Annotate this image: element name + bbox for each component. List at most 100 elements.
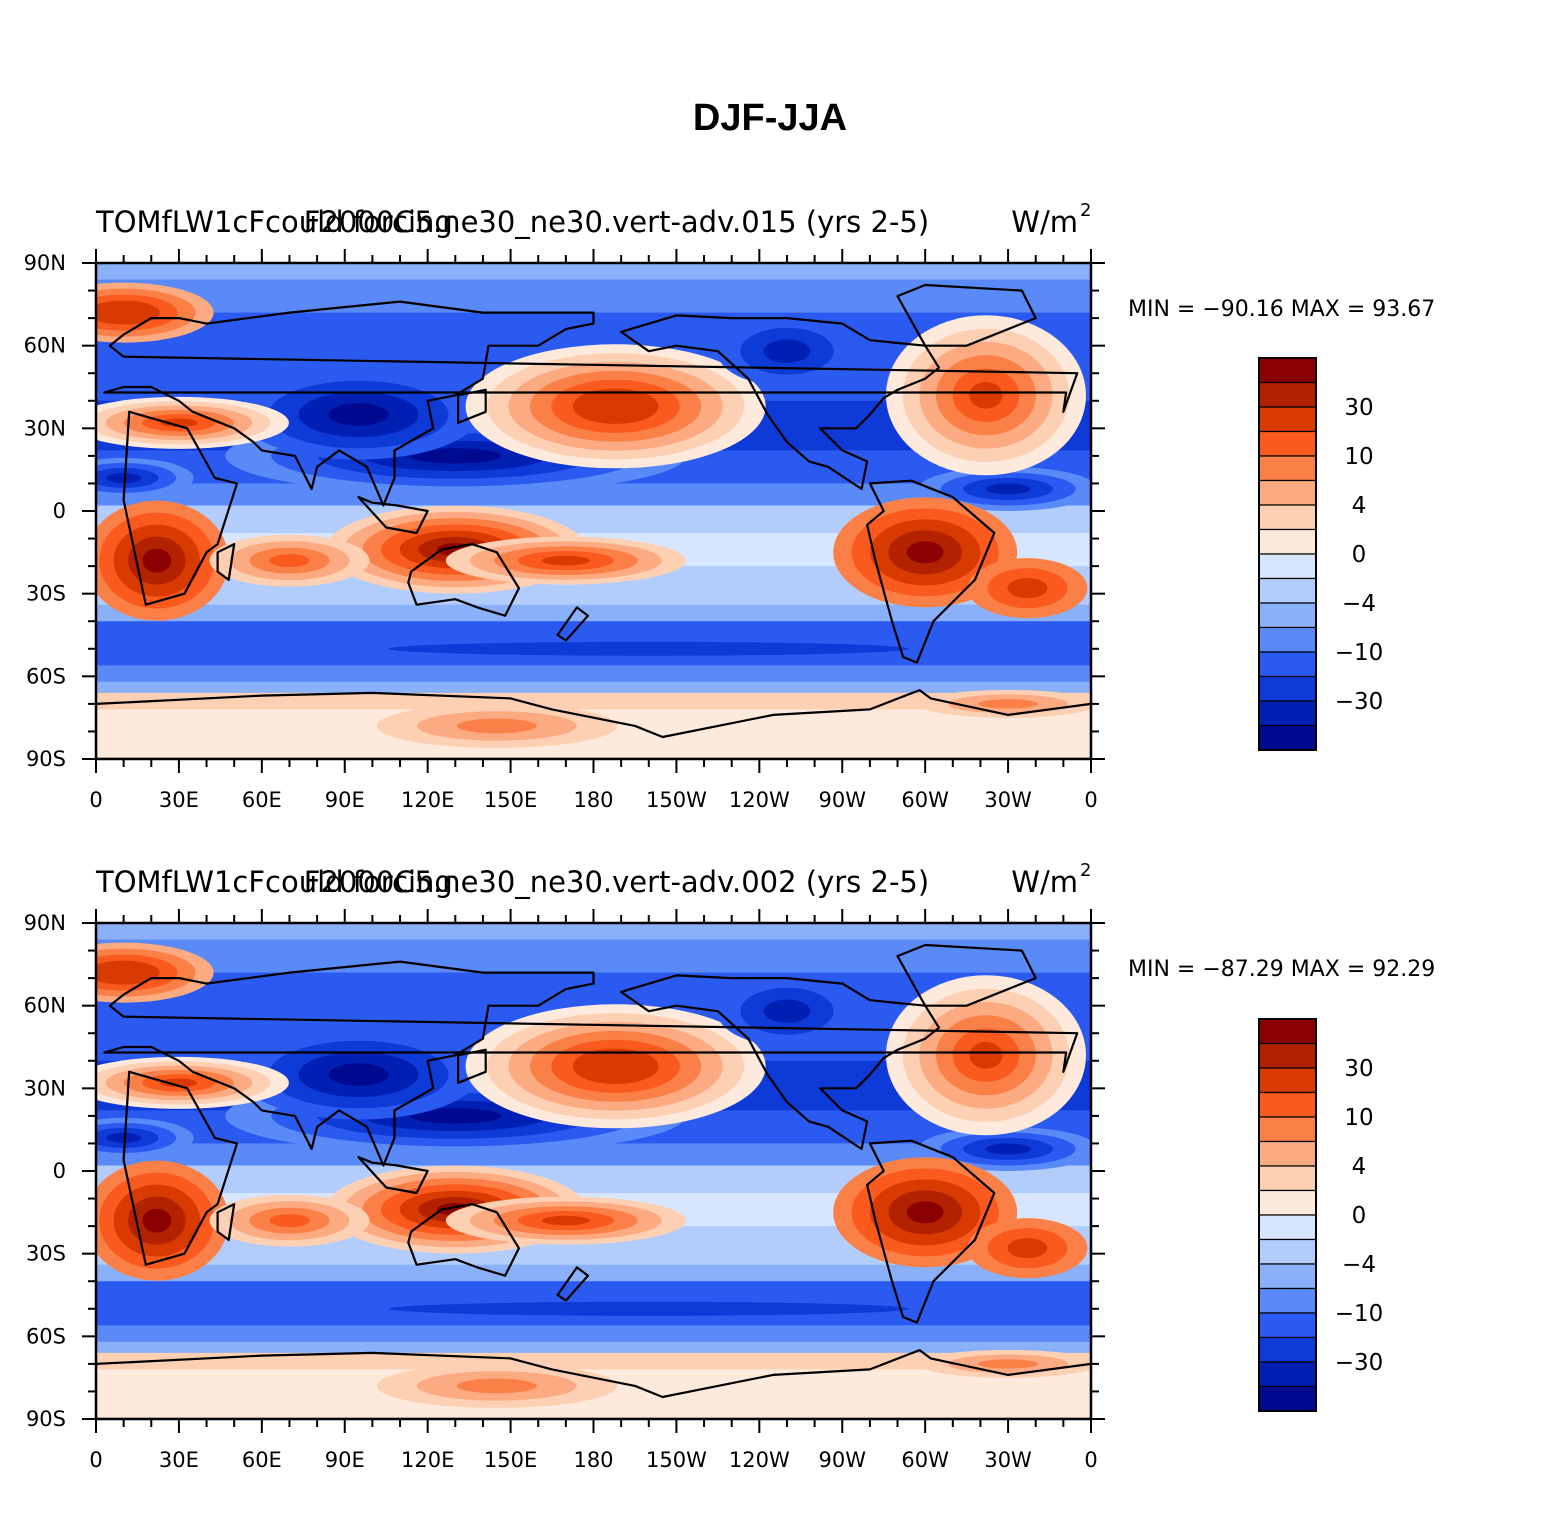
field-contours bbox=[96, 263, 1091, 759]
weddell-positive bbox=[978, 699, 1039, 709]
colorbar-box bbox=[1258, 1238, 1317, 1265]
coast-greenland bbox=[896, 943, 1037, 1007]
mediterranean-positive bbox=[160, 1078, 198, 1088]
lat-band bbox=[96, 1352, 1091, 1370]
coast-madagascar bbox=[216, 543, 236, 581]
canada-negative bbox=[763, 999, 811, 1023]
colorbar-box bbox=[1258, 1214, 1317, 1241]
lat-band bbox=[96, 665, 1091, 683]
colorbar-box bbox=[1258, 479, 1317, 506]
y-tick-label: 60S bbox=[26, 1324, 66, 1348]
south-pacific-convergence-positive bbox=[541, 555, 590, 566]
y-tick-label: 0 bbox=[53, 499, 66, 523]
coast-australia bbox=[407, 543, 520, 617]
colorbar-box bbox=[1258, 455, 1317, 482]
coast-antarctica bbox=[96, 689, 1091, 759]
y-tick-label: 30S bbox=[26, 1242, 66, 1266]
panel-title-left: TOMfLW1cFcould forcing bbox=[95, 205, 453, 239]
colorbar-box bbox=[1258, 357, 1317, 384]
colorbar-label: −4 bbox=[1342, 1252, 1376, 1278]
coast-indonesia bbox=[357, 496, 429, 535]
coast-africa bbox=[122, 410, 239, 606]
north-pacific-positive bbox=[594, 397, 638, 416]
coast-africa bbox=[122, 1070, 239, 1266]
colorbar-box bbox=[1258, 577, 1317, 604]
coast-japan bbox=[457, 388, 487, 424]
southern-ocean-negative bbox=[388, 641, 909, 656]
colorbar-label: −10 bbox=[1335, 640, 1384, 666]
colorbar-box bbox=[1258, 1263, 1317, 1290]
north-atlantic-positive bbox=[969, 1041, 1003, 1069]
figure-title: DJF-JJA bbox=[693, 97, 847, 139]
coast-greenland bbox=[896, 283, 1037, 347]
y-tick-label: 30S bbox=[26, 582, 66, 606]
colorbar-label: −30 bbox=[1335, 689, 1384, 715]
colorbar-frame bbox=[1258, 1018, 1317, 1412]
colorbar-label: 10 bbox=[1344, 444, 1373, 470]
colorbar-frame bbox=[1258, 357, 1317, 751]
southern-africa-positive bbox=[142, 1208, 172, 1233]
north-pacific-positive bbox=[594, 1057, 638, 1076]
asia-pacific-negative-band bbox=[409, 448, 502, 464]
colorbar-label: −4 bbox=[1342, 591, 1376, 617]
x-tick-label: 60W bbox=[901, 788, 949, 812]
lat-band bbox=[96, 939, 1091, 974]
lat-band bbox=[96, 279, 1091, 314]
colorbar-box bbox=[1258, 381, 1317, 408]
colorbar-box bbox=[1258, 1189, 1317, 1216]
canada-negative bbox=[763, 339, 811, 363]
colorbar-box bbox=[1258, 406, 1317, 433]
coast-north-america bbox=[620, 974, 941, 1151]
antarctic-positive bbox=[456, 718, 537, 734]
panel-title-center: F2000C5.ne30_ne30.vert-adv.015 (yrs 2-5) bbox=[304, 205, 929, 239]
colorbar-box bbox=[1258, 1287, 1317, 1314]
southern-africa-positive bbox=[142, 548, 172, 573]
x-tick-label: 0 bbox=[1084, 1448, 1097, 1472]
panels: 0 30E 60E 90E 120E 150E 180 150W 120W 90W 60W 30W 09… bbox=[24, 200, 1436, 1472]
colorbar-label: −10 bbox=[1335, 1301, 1384, 1327]
y-tick-label: 30N bbox=[24, 416, 66, 440]
colorbar: 30 10 4 0 −4 −10 −30 bbox=[1258, 357, 1384, 751]
coast-indonesia bbox=[357, 1156, 429, 1195]
asia-pacific-negative-band bbox=[409, 1108, 502, 1124]
x-tick-label: 90W bbox=[819, 1448, 867, 1472]
lat-band bbox=[96, 692, 1091, 710]
colorbar-label: 10 bbox=[1344, 1105, 1373, 1131]
colorbar-box bbox=[1258, 1042, 1317, 1069]
x-tick-label: 60W bbox=[901, 1448, 949, 1472]
colorbar-box bbox=[1258, 504, 1317, 531]
lat-band bbox=[96, 1281, 1091, 1299]
coast-eurasia bbox=[103, 300, 1079, 507]
y-tick-label: 60S bbox=[26, 664, 66, 688]
panel-units-superscript: 2 bbox=[1080, 860, 1091, 881]
panel-min-max: MIN = −87.29 MAX = 92.29 bbox=[1128, 957, 1435, 982]
x-tick-label: 60E bbox=[242, 1448, 282, 1472]
y-tick-label: 90S bbox=[26, 1407, 66, 1431]
panel-units-superscript: 2 bbox=[1080, 200, 1091, 221]
coast-antarctica bbox=[96, 1349, 1091, 1419]
colorbar-box bbox=[1258, 700, 1317, 727]
indian-ocean-positive bbox=[269, 1214, 310, 1228]
indian-ocean-positive bbox=[269, 554, 310, 568]
south-atlantic-positive bbox=[1007, 1238, 1048, 1259]
colorbar-label: 30 bbox=[1344, 1056, 1373, 1082]
x-tick-label: 90W bbox=[819, 788, 867, 812]
x-tick-label: 120E bbox=[401, 788, 454, 812]
panel-min-max: MIN = −90.16 MAX = 93.67 bbox=[1128, 297, 1435, 322]
coast-south-america bbox=[866, 1139, 996, 1324]
colorbar-box bbox=[1258, 1361, 1317, 1388]
x-tick-label: 30W bbox=[984, 1448, 1032, 1472]
lat-band bbox=[96, 263, 1091, 281]
panel-units: W/m bbox=[1011, 865, 1078, 899]
y-tick-label: 60N bbox=[24, 994, 66, 1018]
colorbar-box bbox=[1258, 1165, 1317, 1192]
coast-madagascar bbox=[216, 1203, 236, 1241]
colorbar-label: 0 bbox=[1352, 542, 1367, 568]
colorbar-label: 30 bbox=[1344, 395, 1373, 421]
x-tick-label: 180 bbox=[573, 1448, 613, 1472]
africa-sahel-negative bbox=[106, 1132, 142, 1143]
y-tick-label: 30N bbox=[24, 1076, 66, 1100]
africa-sahel-negative bbox=[106, 472, 142, 483]
south-atlantic-positive bbox=[1007, 578, 1048, 599]
